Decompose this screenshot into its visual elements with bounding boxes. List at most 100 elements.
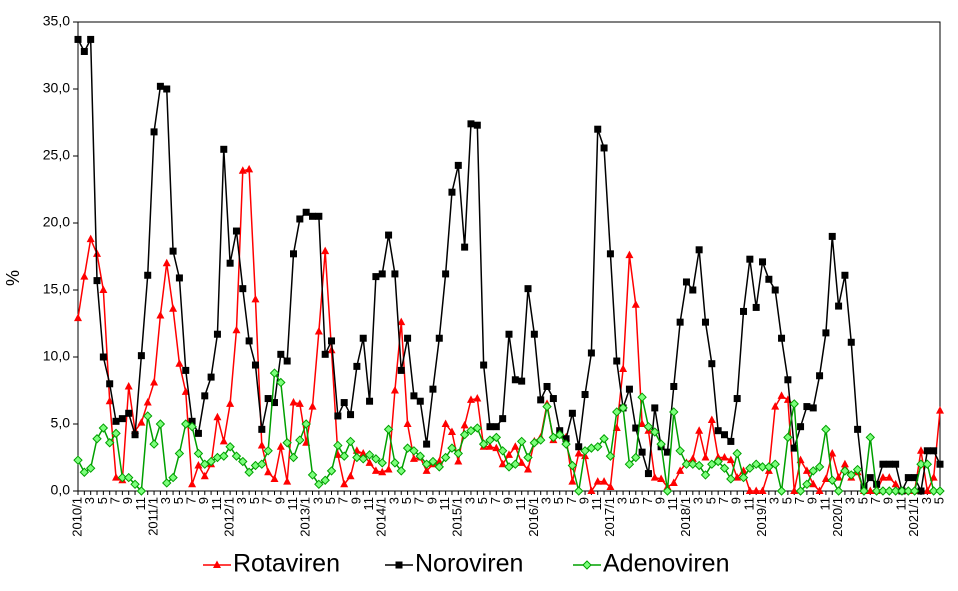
y-tick-label: 25,0 xyxy=(43,147,70,163)
data-point xyxy=(442,270,450,278)
data-point xyxy=(245,337,253,345)
data-point xyxy=(377,458,387,468)
data-point xyxy=(175,274,183,282)
data-point xyxy=(834,473,843,481)
y-tick-label: 35,0 xyxy=(43,13,70,29)
x-tick-label: 7 xyxy=(488,497,503,504)
data-point xyxy=(269,368,280,378)
data-point xyxy=(542,401,552,412)
x-tick-label: 11 xyxy=(817,497,832,511)
data-point xyxy=(846,470,856,480)
data-point xyxy=(720,453,729,461)
data-point xyxy=(721,431,728,439)
data-point xyxy=(123,472,134,483)
legend-marker xyxy=(395,561,403,569)
data-point xyxy=(276,377,286,388)
x-tick-label: 5 xyxy=(627,497,642,504)
data-point xyxy=(257,440,266,449)
data-point xyxy=(149,439,159,449)
x-tick-label: 3 xyxy=(82,497,97,504)
data-point xyxy=(935,486,945,496)
data-point xyxy=(530,330,538,338)
data-point xyxy=(600,477,609,485)
y-tick-label: 30,0 xyxy=(43,80,70,96)
x-tick-label: 3 xyxy=(386,497,401,504)
data-point xyxy=(263,446,273,456)
data-point xyxy=(873,480,881,488)
data-point xyxy=(155,419,166,429)
data-point xyxy=(524,465,533,473)
data-point xyxy=(657,474,666,482)
data-point xyxy=(352,452,362,463)
data-point xyxy=(104,438,115,448)
data-point xyxy=(840,466,850,476)
data-point xyxy=(815,486,824,494)
x-tick-label: 3 xyxy=(843,497,858,504)
data-point xyxy=(929,473,938,481)
data-point xyxy=(828,448,837,457)
data-point xyxy=(681,459,692,469)
data-point xyxy=(213,330,221,338)
data-point xyxy=(745,486,754,494)
data-point xyxy=(238,166,247,174)
data-point xyxy=(226,399,235,407)
y-axis-label: % xyxy=(3,270,23,286)
series-line xyxy=(77,370,940,493)
data-point xyxy=(99,285,108,293)
data-point xyxy=(618,403,628,413)
data-point xyxy=(778,334,786,342)
data-point xyxy=(340,399,348,407)
x-tick-label: 3 xyxy=(691,497,706,504)
x-tick-label: 11 xyxy=(437,497,452,511)
data-point xyxy=(732,448,742,459)
x-tick-label: 11 xyxy=(589,497,604,511)
data-point xyxy=(790,486,799,494)
data-point xyxy=(232,325,241,334)
data-point xyxy=(79,467,90,477)
data-point xyxy=(486,423,494,431)
data-point xyxy=(669,478,678,486)
data-point xyxy=(182,366,190,374)
data-point xyxy=(930,447,938,455)
x-tick-label: 11 xyxy=(209,497,224,511)
data-point xyxy=(301,419,311,429)
data-point xyxy=(568,409,576,417)
data-point xyxy=(492,443,501,452)
x-tick-label: 7 xyxy=(564,497,579,504)
x-tick-label: 2014/1 xyxy=(374,497,389,537)
x-tick-label: 7 xyxy=(336,497,351,504)
data-point xyxy=(841,271,849,279)
data-point xyxy=(194,429,202,437)
data-point xyxy=(713,456,723,467)
data-point xyxy=(625,250,634,259)
data-point xyxy=(738,472,749,483)
data-point xyxy=(605,451,616,461)
data-point xyxy=(106,380,114,388)
data-point xyxy=(797,423,805,431)
data-point xyxy=(130,479,140,490)
data-point xyxy=(701,453,710,461)
data-point xyxy=(554,430,565,440)
data-point xyxy=(625,385,633,393)
data-point xyxy=(803,403,811,411)
data-point xyxy=(459,430,470,440)
data-point xyxy=(314,479,324,490)
data-point xyxy=(758,486,767,494)
data-point xyxy=(651,404,659,412)
x-tick-label: 5 xyxy=(95,497,110,504)
data-point xyxy=(99,353,107,361)
data-point xyxy=(358,454,368,464)
x-tick-label: 2010/1 xyxy=(69,497,84,537)
data-point xyxy=(118,415,126,423)
series-line xyxy=(77,36,941,494)
data-point xyxy=(504,462,514,472)
data-point xyxy=(916,459,926,469)
data-point xyxy=(283,477,292,485)
data-point xyxy=(365,458,374,466)
data-point xyxy=(497,446,508,456)
data-point xyxy=(403,419,412,427)
data-point xyxy=(467,120,475,128)
data-point xyxy=(707,415,716,423)
data-point xyxy=(447,427,456,436)
data-point xyxy=(448,188,456,196)
